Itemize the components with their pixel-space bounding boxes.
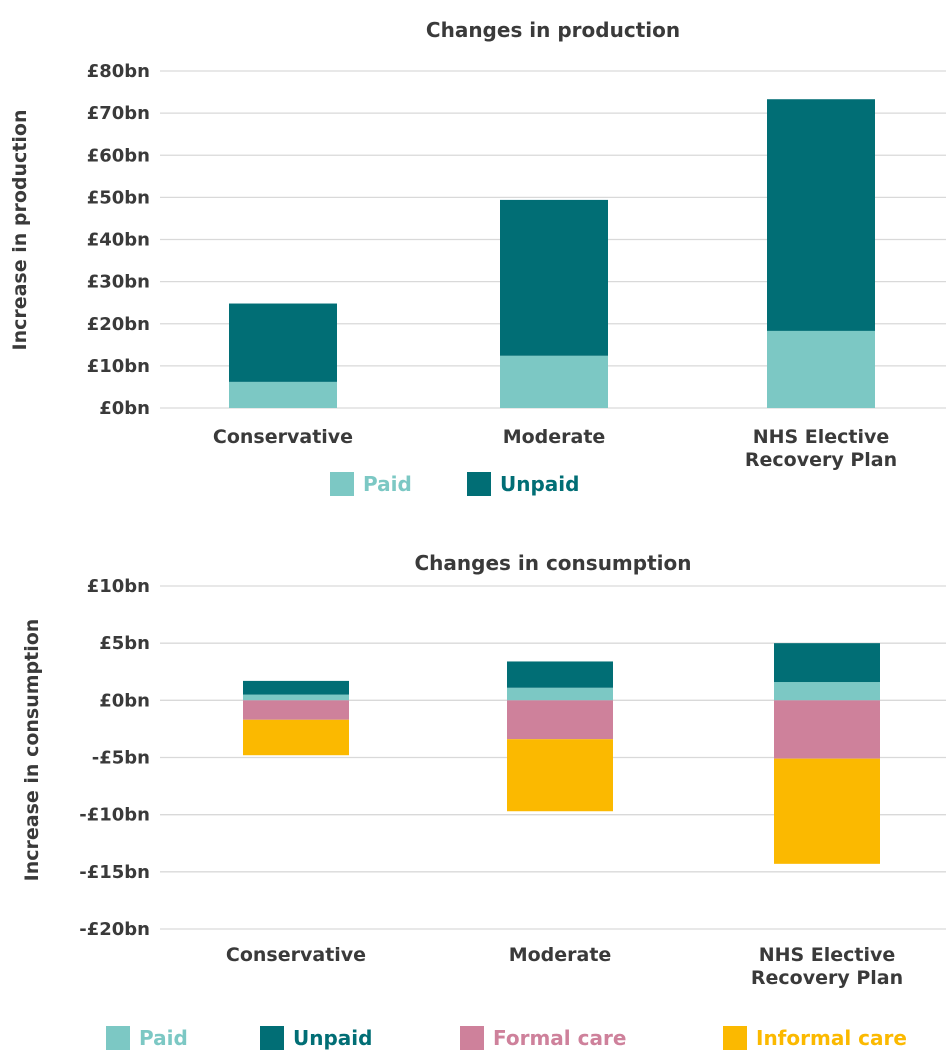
bar-unpaid <box>243 680 349 695</box>
bar-paid <box>507 687 613 701</box>
x-category-label: Conservative <box>213 426 353 448</box>
y-tick-label: £40bn <box>87 230 150 251</box>
bar-formal-care <box>243 700 349 720</box>
x-category-label: Moderate <box>509 944 612 966</box>
y-tick-label: £5bn <box>99 633 150 654</box>
legend-swatch <box>723 1026 747 1050</box>
bar-formal-care <box>507 700 613 740</box>
bar-unpaid <box>229 303 337 382</box>
chart-title: Changes in consumption <box>415 551 692 575</box>
x-category-label: Recovery Plan <box>751 967 903 989</box>
y-axis-label: Increase in consumption <box>21 619 43 882</box>
legend-label: Paid <box>363 472 412 496</box>
bar-paid <box>774 682 880 701</box>
y-tick-label: £10bn <box>87 356 150 377</box>
y-tick-label: -£5bn <box>92 748 150 769</box>
bar-unpaid <box>774 643 880 683</box>
x-category-label: Recovery Plan <box>745 449 897 471</box>
y-tick-label: £50bn <box>87 187 150 208</box>
bar-unpaid <box>507 661 613 688</box>
x-category-label: Moderate <box>503 426 606 448</box>
legend-label: Paid <box>139 1026 188 1050</box>
bar-informal-care <box>243 719 349 756</box>
y-tick-label: -£20bn <box>79 919 150 940</box>
legend-label: Unpaid <box>293 1026 372 1050</box>
y-tick-label: £0bn <box>99 398 150 419</box>
bar-formal-care <box>774 700 880 759</box>
bar-unpaid <box>767 99 875 331</box>
legend-label: Unpaid <box>500 472 579 496</box>
y-tick-label: £10bn <box>87 576 150 597</box>
y-tick-label: £0bn <box>99 690 150 711</box>
x-category-label: NHS Elective <box>759 944 896 966</box>
legend-swatch <box>106 1026 130 1050</box>
bar-paid <box>767 330 875 408</box>
y-tick-label: £20bn <box>87 314 150 335</box>
y-tick-label: £30bn <box>87 272 150 293</box>
y-tick-label: -£10bn <box>79 805 150 826</box>
chart-title: Changes in production <box>426 18 680 42</box>
y-axis-label: Increase in production <box>9 110 31 351</box>
legend-label: Informal care <box>756 1026 907 1050</box>
x-category-label: Conservative <box>226 944 366 966</box>
bar-informal-care <box>774 758 880 864</box>
legend-swatch <box>460 1026 484 1050</box>
bar-paid <box>500 355 608 408</box>
legend-swatch <box>260 1026 284 1050</box>
legend-label: Formal care <box>493 1026 626 1050</box>
chart-1: £0bn £10bn £20bn £30bn £40bn £50bn £60bn £70bn £… <box>9 18 946 496</box>
y-tick-label: -£15bn <box>79 862 150 883</box>
y-tick-label: £60bn <box>87 145 150 166</box>
bar-paid <box>229 381 337 408</box>
bar-paid <box>243 694 349 701</box>
legend-swatch <box>467 472 491 496</box>
bar-informal-care <box>507 739 613 812</box>
bar-unpaid <box>500 199 608 356</box>
y-tick-label: £70bn <box>87 103 150 124</box>
chart-2: -£20bn -£15bn -£10bn -£5bn £0bn £5bn £10bn Chan… <box>21 551 946 1050</box>
y-tick-label: £80bn <box>87 61 150 82</box>
x-category-label: NHS Elective <box>753 426 890 448</box>
legend-swatch <box>330 472 354 496</box>
